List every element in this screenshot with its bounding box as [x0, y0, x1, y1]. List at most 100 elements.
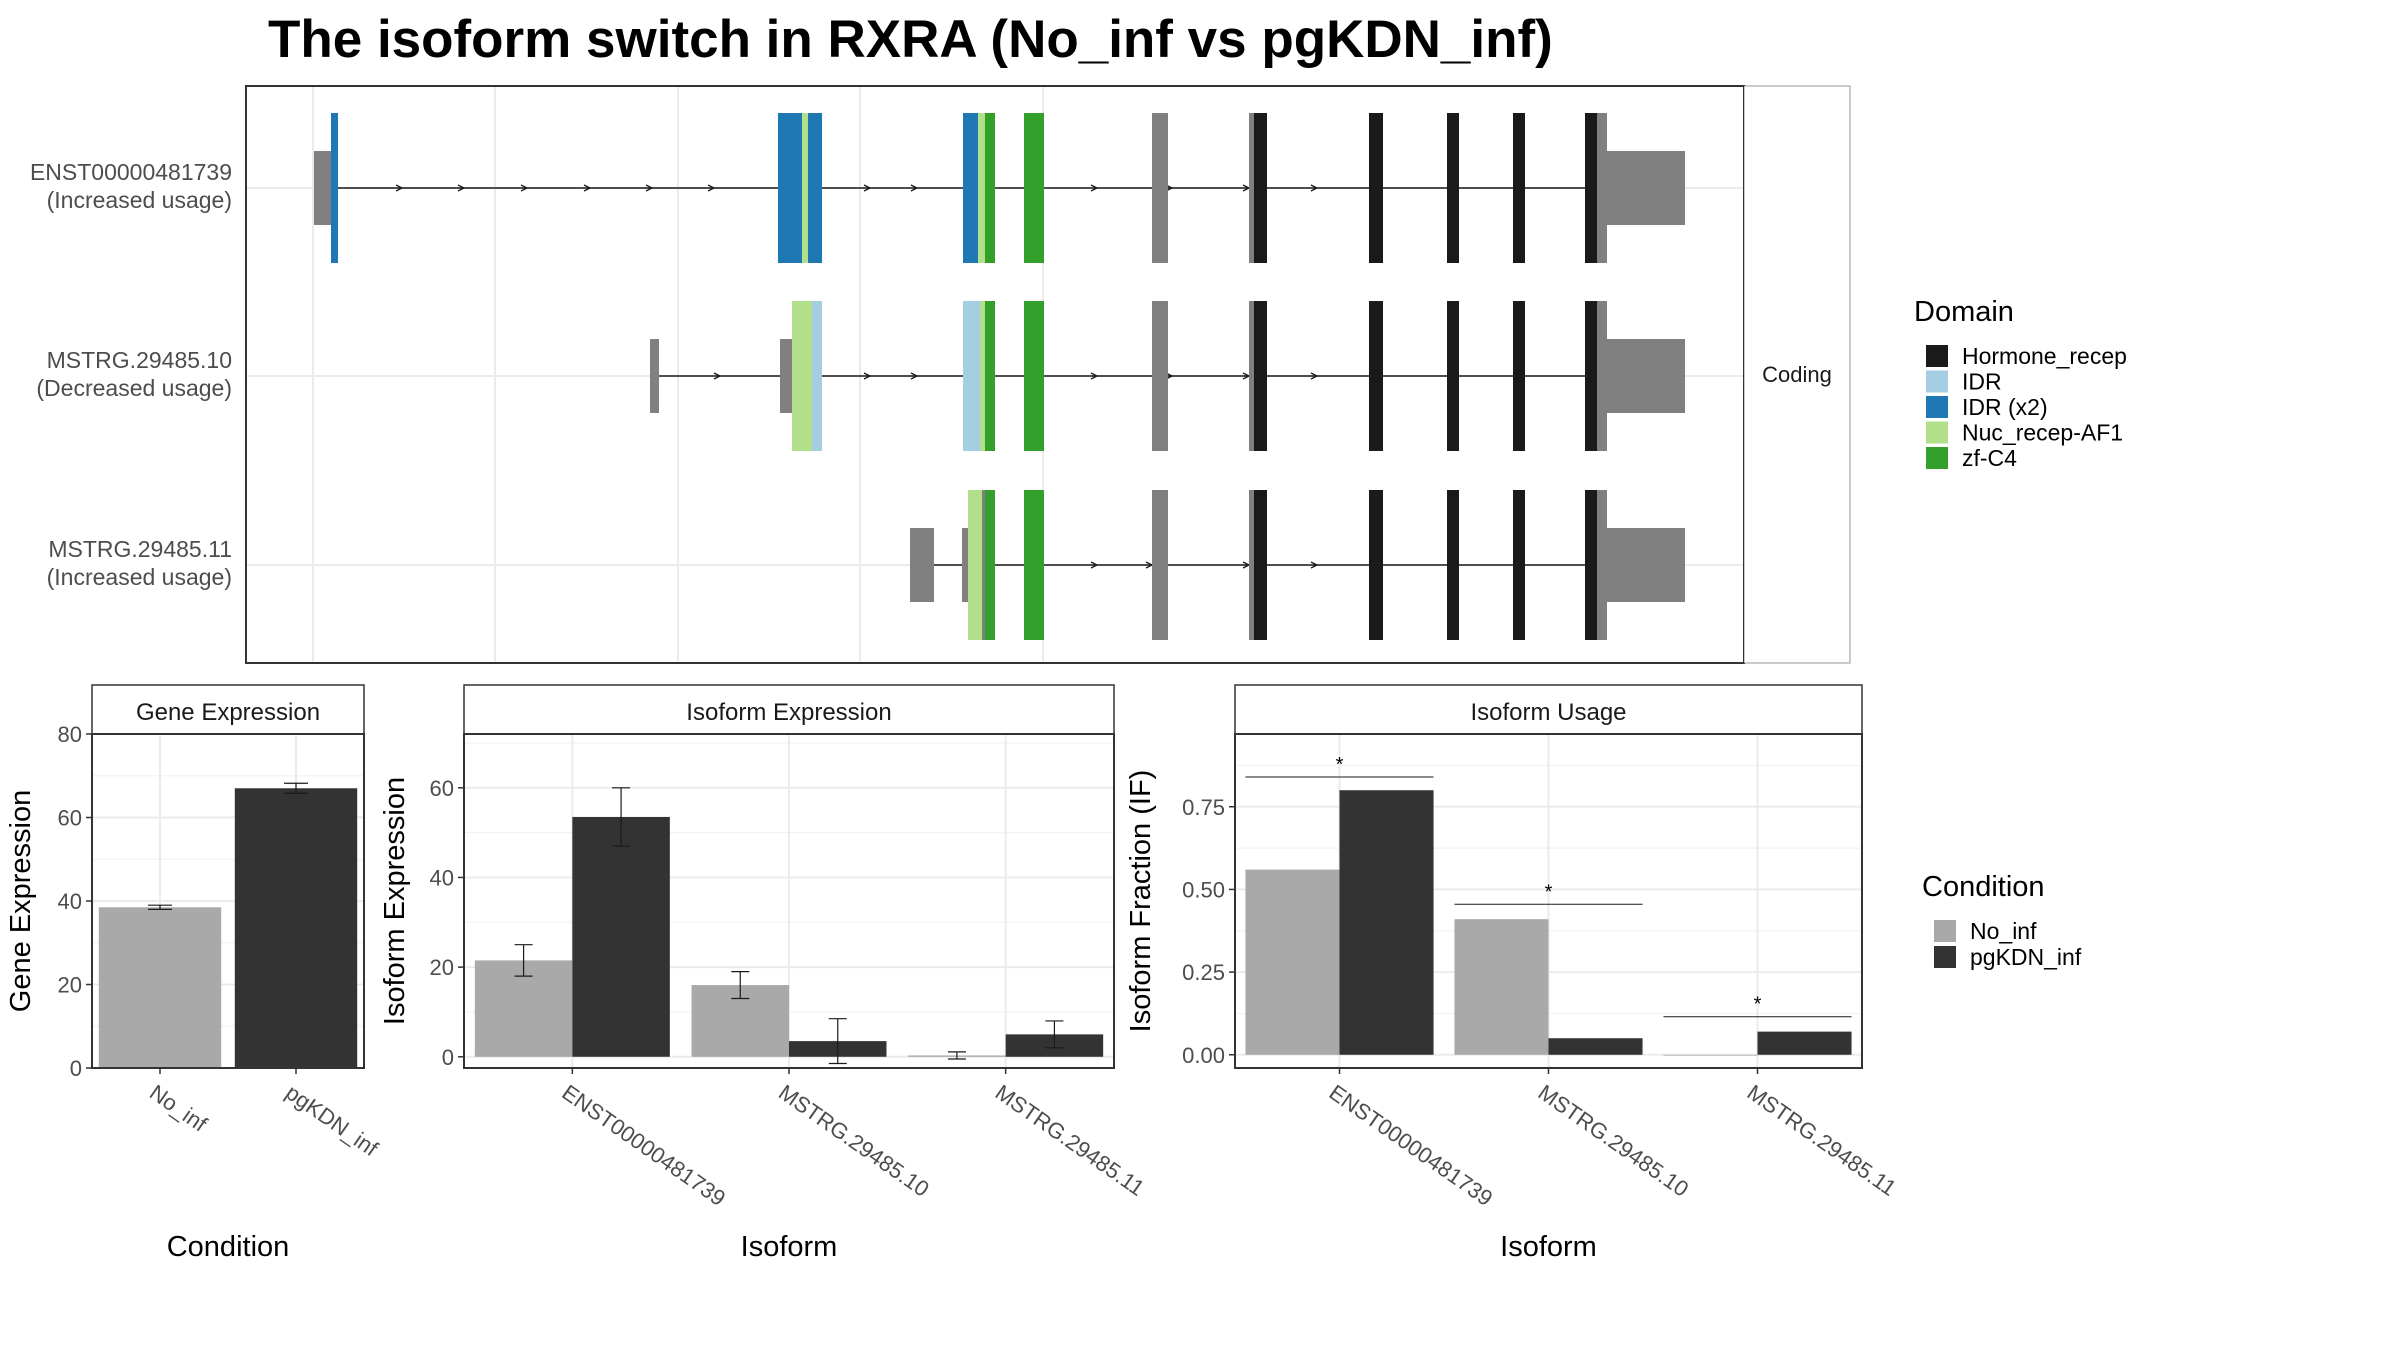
transcript-track: [314, 113, 1685, 263]
x-axis-title: Condition: [167, 1231, 290, 1263]
intron-direction-arrow: [1090, 184, 1099, 192]
transcript-id-label: MSTRG.29485.10: [47, 347, 232, 373]
domain-exon: [1369, 301, 1383, 451]
intron-direction-arrow: [645, 184, 654, 192]
exon: [1597, 113, 1607, 263]
figure-title: The isoform switch in RXRA (No_inf vs pg…: [268, 10, 1553, 69]
exon: [1597, 490, 1607, 640]
exon: [1607, 339, 1685, 413]
intron-direction-arrow: [713, 372, 722, 380]
domain-exon: [1513, 301, 1525, 451]
domain-legend-label: IDR: [1962, 369, 2002, 395]
bar-pgKDN_inf: [1339, 790, 1434, 1055]
domain-exon: [1585, 113, 1597, 263]
significance-marker: *: [1545, 881, 1553, 903]
domain-exon: [331, 113, 338, 263]
panel-title: Isoform Expression: [686, 699, 891, 726]
panel-strip: [91, 684, 365, 735]
domain-legend-label: IDR (x2): [1962, 394, 2048, 420]
transcript-structure-panel: Coding ENST00000481739(Increased usage)M…: [30, 85, 1851, 664]
intron-direction-arrow: [910, 372, 919, 380]
exon: [1152, 301, 1168, 451]
domain-exon: [1024, 113, 1044, 263]
exon: [1607, 528, 1685, 602]
transcript-labels: ENST00000481739(Increased usage)MSTRG.29…: [30, 159, 232, 590]
domain-exon: [963, 113, 978, 263]
bar-No_inf: [98, 907, 222, 1068]
domain-exon: [985, 113, 995, 263]
panel-title: Gene Expression: [136, 699, 320, 726]
y-tick-label: 40: [430, 865, 454, 890]
domain-exon: [792, 301, 812, 451]
domain-legend-key: [1926, 345, 1948, 367]
domain-exon: [1369, 490, 1383, 640]
domain-exon: [1513, 113, 1525, 263]
domain-exon: [1585, 301, 1597, 451]
domain-legend-label: zf-C4: [1962, 445, 2017, 471]
domain-exon: [1513, 490, 1525, 640]
x-tick-label: MSTRG.29485.10: [1534, 1080, 1694, 1202]
intron-direction-arrow: [863, 372, 872, 380]
domain-exon: [778, 113, 802, 263]
exon: [314, 151, 336, 225]
domain-exon: [1254, 490, 1267, 640]
domain-legend-title: Domain: [1914, 296, 2014, 328]
transcript-usage-label: (Increased usage): [47, 564, 232, 590]
exon: [1597, 301, 1607, 451]
strip-background: [1743, 85, 1851, 664]
domain-exon: [1447, 490, 1459, 640]
transcript-usage-label: (Decreased usage): [36, 375, 232, 401]
panel-strip: [463, 684, 1115, 735]
intron-direction-arrow: [395, 184, 404, 192]
domain-legend-key: [1926, 447, 1948, 469]
strip-label-coding: Coding: [1762, 362, 1832, 387]
exon: [1152, 113, 1168, 263]
domain-exon: [963, 301, 980, 451]
bar-pgKDN_inf: [234, 788, 358, 1068]
intron-direction-arrow: [1310, 372, 1319, 380]
exon: [982, 490, 985, 640]
y-axis-title: Isoform Expression: [379, 777, 411, 1025]
y-axis-title: Isoform Fraction (IF): [1125, 770, 1157, 1033]
gene-expression-panel: Gene Expression 0 20 40 60 80 No_inf pgKDN_inf C…: [5, 684, 383, 1263]
domain-exon: [812, 301, 822, 451]
y-tick-label: 20: [430, 955, 454, 980]
domain-exon: [985, 301, 995, 451]
condition-legend-label: No_inf: [1970, 918, 2037, 944]
y-tick-label: 20: [58, 973, 82, 998]
significance-marker: *: [1754, 994, 1762, 1016]
domain-exon: [808, 113, 822, 263]
x-axis-title: Isoform: [741, 1231, 838, 1263]
y-tick-label: 80: [58, 722, 82, 747]
x-tick-label: ENST00000481739: [1325, 1080, 1498, 1211]
bar-pgKDN_inf: [1548, 1038, 1643, 1055]
domain-exon: [802, 113, 808, 263]
exon: [910, 528, 934, 602]
transcript-id-label: ENST00000481739: [30, 159, 232, 185]
bar-pgKDN_inf: [1757, 1031, 1852, 1055]
intron-direction-arrow: [863, 184, 872, 192]
transcript-usage-label: (Increased usage): [47, 187, 232, 213]
exon: [780, 339, 792, 413]
exon: [1249, 490, 1254, 640]
domain-exon: [1447, 113, 1459, 263]
intron-direction-arrow: [1090, 561, 1099, 569]
domain-exon: [1369, 113, 1383, 263]
y-tick-label: 40: [58, 889, 82, 914]
x-tick-label: No_inf: [145, 1080, 212, 1137]
transcript-tracks: [314, 113, 1685, 640]
y-tick-label: 0: [442, 1045, 454, 1070]
domain-exon: [1585, 490, 1597, 640]
x-tick-label: MSTRG.29485.10: [774, 1080, 934, 1202]
bar-pgKDN_inf: [572, 816, 670, 1057]
intron-direction-arrow: [520, 184, 529, 192]
y-tick-label: 0: [70, 1056, 82, 1081]
exon: [1152, 490, 1168, 640]
transcript-track: [910, 490, 1685, 640]
intron-direction-arrow: [910, 184, 919, 192]
intron-direction-arrow: [457, 184, 466, 192]
